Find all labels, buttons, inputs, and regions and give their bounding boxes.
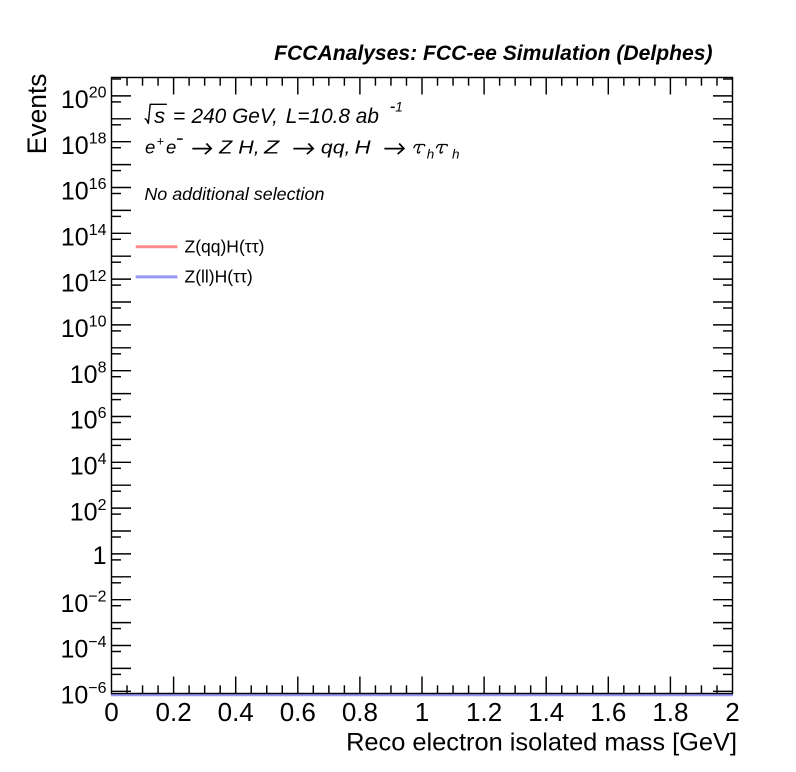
svg-text:1020: 1020 — [61, 85, 107, 115]
svg-text:10−6: 10−6 — [60, 680, 106, 710]
svg-text:10−4: 10−4 — [60, 634, 106, 664]
svg-text:1: 1 — [93, 542, 107, 570]
svg-text:1010: 1010 — [61, 314, 107, 344]
svg-text:1018: 1018 — [61, 130, 107, 160]
svg-text:1016: 1016 — [61, 176, 107, 206]
svg-text:108: 108 — [70, 359, 107, 389]
svg-text:FCCAnalyses: FCC-ee Simulation: FCCAnalyses: FCC-ee Simulation (Delphes) — [274, 42, 712, 65]
svg-text:=: = — [173, 105, 185, 128]
svg-text:h: h — [452, 147, 460, 162]
svg-text:1.2: 1.2 — [466, 697, 502, 727]
svg-text:GeV,: GeV, — [232, 105, 278, 128]
svg-text:240: 240 — [191, 105, 227, 128]
svg-text:1: 1 — [395, 100, 403, 115]
svg-text:1.8: 1.8 — [652, 697, 688, 727]
svg-text:1: 1 — [415, 697, 429, 727]
svg-text:1012: 1012 — [61, 268, 107, 298]
svg-text:0: 0 — [104, 697, 118, 727]
svg-text:s: s — [154, 105, 165, 128]
svg-text:Z(qq)H(ττ): Z(qq)H(ττ) — [185, 236, 265, 256]
svg-text:Events: Events — [22, 74, 52, 155]
svg-text:102: 102 — [70, 497, 107, 527]
svg-text:e+e: e+ e — [145, 135, 176, 158]
svg-text:106: 106 — [70, 405, 107, 435]
svg-text:1.4: 1.4 — [528, 697, 564, 727]
svg-text:No additional selection: No additional selection — [144, 184, 324, 204]
svg-text:0.2: 0.2 — [156, 697, 192, 727]
svg-text:H: H — [355, 137, 372, 158]
svg-text:1014: 1014 — [61, 222, 107, 252]
svg-text:h: h — [427, 147, 435, 162]
svg-text:104: 104 — [70, 451, 107, 481]
svg-text:L=10.8 ab: L=10.8 ab — [286, 105, 379, 128]
svg-text:Z: Z — [263, 137, 280, 158]
svg-text:Z H,: Z H, — [218, 137, 260, 158]
svg-text:1.6: 1.6 — [590, 697, 626, 727]
svg-text:2: 2 — [725, 697, 739, 727]
svg-text:Z(ll)H(ττ): Z(ll)H(ττ) — [185, 266, 253, 286]
svg-text:0.4: 0.4 — [218, 697, 254, 727]
svg-text:0.8: 0.8 — [342, 697, 378, 727]
svg-text:qq,: qq, — [321, 137, 351, 158]
svg-text:0.6: 0.6 — [280, 697, 316, 727]
svg-text:Reco electron isolated mass [G: Reco electron isolated mass [GeV] — [346, 729, 737, 757]
svg-text:10−2: 10−2 — [60, 588, 106, 618]
